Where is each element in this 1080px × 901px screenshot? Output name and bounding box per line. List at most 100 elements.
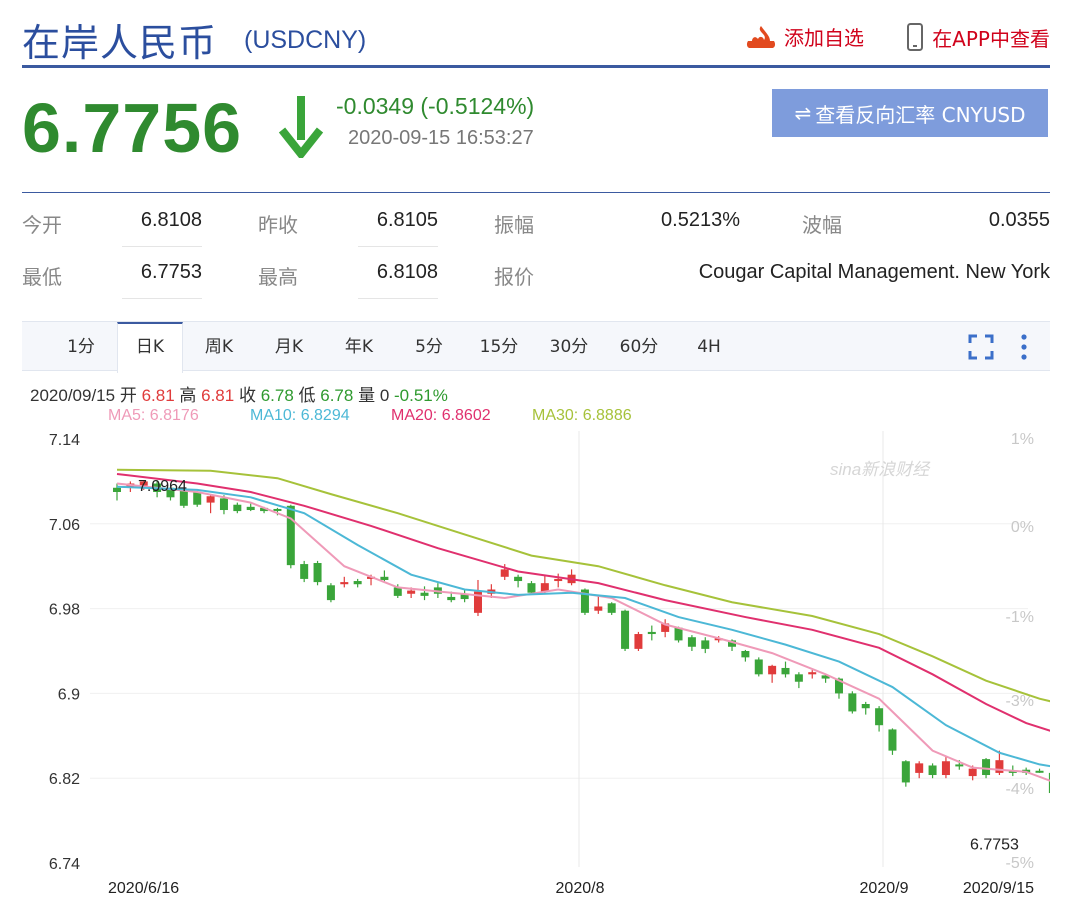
quote-source-value: Cougar Capital Management. New York bbox=[698, 261, 1050, 283]
candle-body bbox=[460, 593, 469, 600]
stats-row-2: 最低 6.7753 最高 6.8108 报价 Cougar Capital Ma… bbox=[22, 247, 1050, 299]
ohlc-high: 6.81 bbox=[201, 386, 235, 405]
candle-body bbox=[621, 610, 630, 649]
fullscreen-icon[interactable] bbox=[968, 334, 994, 360]
x-axis-label: 2020/6/16 bbox=[108, 880, 179, 897]
amplitude-value: 0.5213% bbox=[661, 209, 740, 231]
candle-body bbox=[728, 640, 737, 647]
tab-4h[interactable]: 4H bbox=[697, 337, 721, 357]
candle-body bbox=[139, 481, 148, 486]
pct-tick-label: -5% bbox=[1006, 855, 1034, 872]
ohlc-change-pct: -0.51% bbox=[394, 386, 448, 405]
candle-body bbox=[540, 583, 549, 592]
candle-body bbox=[834, 678, 843, 694]
y-tick-label: 7.14 bbox=[49, 432, 80, 449]
pct-tick-label: -1% bbox=[1006, 609, 1034, 626]
candle-body bbox=[554, 578, 563, 582]
quote-source-label: 报价 bbox=[494, 265, 534, 289]
ohlc-low: 6.78 bbox=[320, 386, 354, 405]
candle-body bbox=[393, 587, 402, 596]
candle-body bbox=[875, 708, 884, 726]
add-favorite-label: 添加自选 bbox=[784, 26, 864, 50]
candle-body bbox=[447, 596, 456, 601]
ohlc-volume-label: 量 bbox=[358, 386, 376, 405]
tab-15min[interactable]: 15分 bbox=[479, 337, 519, 357]
reverse-rate-button[interactable]: ⇌ 查看反向汇率 CNYUSD bbox=[772, 89, 1048, 137]
header-bar: 在岸人民币 (USDCNY) 添加自选 在APP中查看 bbox=[22, 0, 1050, 68]
candle-body bbox=[380, 576, 389, 580]
view-in-app-label: 在APP中查看 bbox=[932, 26, 1050, 51]
candlestick-chart[interactable]: 7.14 7.06 6.98 6.9 6.82 6.74 1% 0% -1% -3% -4% -5% s… bbox=[22, 431, 1050, 901]
pct-tick-label: 0% bbox=[1011, 519, 1034, 536]
candle-body bbox=[995, 760, 1004, 773]
tab-yearly-k[interactable]: 年K bbox=[344, 337, 374, 357]
high-label: 最高 bbox=[258, 265, 298, 289]
ohlc-date: 2020/09/15 bbox=[30, 386, 116, 405]
add-favorite-button[interactable]: 添加自选 bbox=[744, 22, 864, 51]
x-axis-label: 2020/9/15 bbox=[963, 880, 1034, 897]
candle-body bbox=[687, 637, 696, 647]
candle-body bbox=[674, 627, 683, 641]
candle-body bbox=[473, 591, 482, 613]
candle-body bbox=[1048, 772, 1050, 794]
candle-body bbox=[607, 603, 616, 613]
candle-body bbox=[928, 765, 937, 776]
candle-body bbox=[661, 623, 670, 632]
tab-30min[interactable]: 30分 bbox=[549, 337, 589, 357]
candle-body bbox=[527, 583, 536, 593]
y-tick-label: 7.06 bbox=[49, 517, 80, 534]
low-label: 最低 bbox=[22, 265, 62, 289]
ma-line-ma5 bbox=[116, 482, 1050, 782]
max-price-label: 7.0964 bbox=[138, 478, 187, 495]
tab-60min[interactable]: 60分 bbox=[619, 337, 659, 357]
pct-tick-label: -3% bbox=[1006, 693, 1034, 710]
candle-body bbox=[260, 507, 269, 512]
candle-body bbox=[1035, 770, 1044, 773]
phone-icon bbox=[907, 23, 924, 51]
pct-tick-label: 1% bbox=[1011, 431, 1034, 448]
ohlc-close-label: 收 bbox=[238, 386, 256, 405]
page-title: 在岸人民币 bbox=[22, 21, 218, 65]
tab-monthly-k[interactable]: 月K bbox=[274, 337, 304, 357]
stats-row-1: 今开 6.8108 昨收 6.8105 振幅 0.5213% 波幅 0.0355 bbox=[22, 195, 1050, 247]
ohlc-close: 6.78 bbox=[260, 386, 294, 405]
candle-body bbox=[313, 563, 322, 583]
tab-5min[interactable]: 5分 bbox=[415, 337, 443, 357]
candle-body bbox=[808, 672, 817, 675]
tab-weekly-k[interactable]: 周K bbox=[204, 337, 234, 357]
ohlc-low-label: 低 bbox=[298, 386, 316, 405]
more-options-icon[interactable] bbox=[1018, 332, 1030, 362]
candle-body bbox=[594, 606, 603, 611]
x-axis-label: 2020/8 bbox=[556, 880, 605, 897]
candle-body bbox=[273, 508, 282, 511]
y-tick-label: 6.74 bbox=[49, 856, 80, 873]
low-value: 6.7753 bbox=[140, 261, 202, 283]
candle-body bbox=[741, 651, 750, 658]
ma-line-ma20 bbox=[116, 472, 1050, 732]
candle-body bbox=[246, 506, 255, 511]
candle-body bbox=[113, 487, 121, 492]
candle-body bbox=[915, 763, 924, 773]
reverse-rate-label: 查看反向汇率 CNYUSD bbox=[815, 102, 1026, 127]
candle-body bbox=[647, 631, 656, 635]
y-tick-label: 6.98 bbox=[49, 602, 80, 619]
ohlc-summary: 2020/09/15 开 6.81 高 6.81 收 6.78 低 6.78 量… bbox=[30, 381, 448, 406]
tab-daily-k[interactable]: 日K bbox=[117, 322, 183, 373]
ma10-legend: MA10: 6.8294 bbox=[250, 407, 350, 424]
chart-panel: 1分 日K 周K 月K 年K 5分 15分 30分 60分 4H 2020/09… bbox=[22, 321, 1050, 901]
candle-body bbox=[514, 576, 523, 582]
y-tick-label: 6.82 bbox=[49, 771, 80, 788]
candle-body bbox=[500, 569, 509, 577]
sina-watermark: sina新浪财经 bbox=[830, 460, 931, 479]
candle-body bbox=[754, 659, 763, 675]
ma-line-ma10 bbox=[116, 485, 1050, 768]
view-in-app-button[interactable]: 在APP中查看 bbox=[906, 22, 1050, 52]
tab-1min[interactable]: 1分 bbox=[67, 337, 95, 357]
price-change: -0.0349 (-0.5124%) bbox=[336, 93, 535, 119]
candle-body bbox=[353, 581, 362, 585]
open-label: 今开 bbox=[22, 213, 62, 237]
current-price: 6.7756 bbox=[22, 89, 243, 167]
amplitude-label: 振幅 bbox=[494, 213, 534, 237]
ma5-legend: MA5: 6.8176 bbox=[108, 407, 199, 424]
ma20-legend: MA20: 6.8602 bbox=[391, 407, 491, 424]
